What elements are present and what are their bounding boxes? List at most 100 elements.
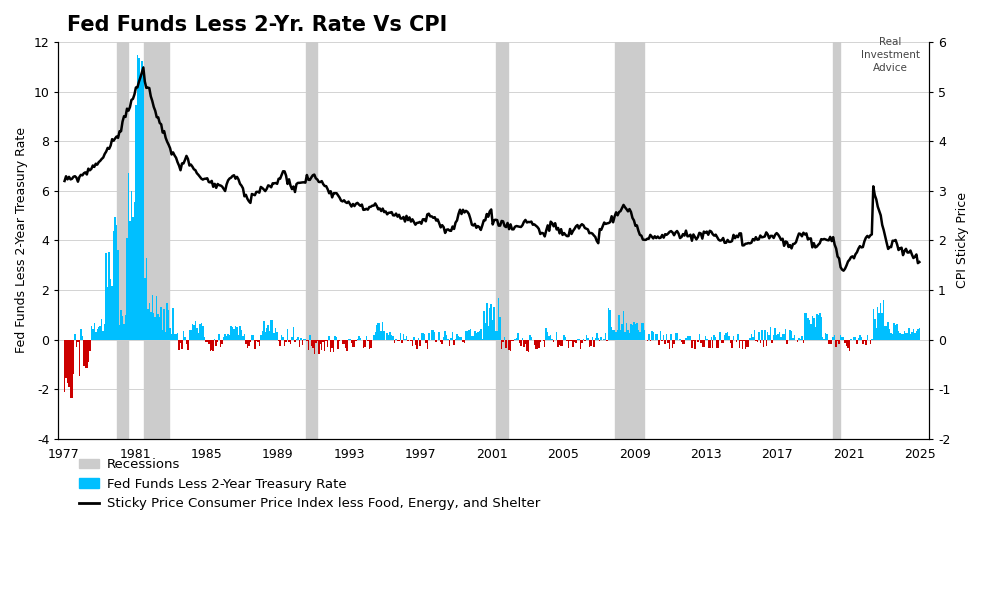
Bar bbox=[250, 340, 251, 342]
Bar bbox=[623, 311, 624, 340]
Bar bbox=[347, 339, 349, 340]
Bar bbox=[855, 337, 856, 340]
Text: Fed Funds Less 2-Yr. Rate Vs CPI: Fed Funds Less 2-Yr. Rate Vs CPI bbox=[67, 15, 448, 35]
Bar bbox=[523, 340, 524, 348]
Bar bbox=[742, 340, 743, 349]
Bar bbox=[244, 334, 245, 340]
Bar bbox=[712, 340, 713, 348]
Bar bbox=[812, 316, 813, 340]
Bar bbox=[312, 340, 314, 348]
Bar bbox=[792, 338, 794, 340]
Bar bbox=[317, 340, 318, 341]
Bar bbox=[736, 340, 737, 342]
Bar bbox=[487, 325, 489, 340]
Bar bbox=[705, 336, 707, 340]
Bar bbox=[405, 336, 407, 340]
Bar bbox=[96, 329, 98, 340]
Bar bbox=[274, 333, 275, 340]
Bar bbox=[462, 340, 463, 342]
Bar bbox=[80, 328, 82, 340]
Bar bbox=[673, 340, 675, 344]
Bar bbox=[847, 340, 849, 348]
Bar bbox=[190, 330, 192, 340]
Bar bbox=[215, 340, 216, 346]
Bar bbox=[594, 338, 596, 340]
Bar bbox=[247, 340, 248, 348]
Bar bbox=[153, 313, 154, 340]
Bar bbox=[836, 340, 838, 341]
Bar bbox=[449, 340, 451, 346]
Bar bbox=[526, 340, 527, 351]
Bar bbox=[315, 340, 317, 343]
Bar bbox=[472, 336, 474, 340]
Bar bbox=[461, 336, 462, 340]
Bar bbox=[682, 340, 684, 344]
Bar bbox=[538, 340, 539, 348]
Bar bbox=[382, 322, 384, 340]
Bar bbox=[443, 337, 445, 340]
Bar bbox=[434, 332, 436, 340]
Bar bbox=[530, 338, 532, 340]
Bar bbox=[846, 340, 847, 346]
Bar bbox=[88, 340, 90, 362]
Bar bbox=[178, 340, 180, 350]
Bar bbox=[562, 340, 563, 346]
Bar bbox=[293, 327, 294, 340]
Bar bbox=[771, 340, 773, 343]
Bar bbox=[913, 329, 914, 340]
Bar bbox=[256, 340, 257, 341]
Bar bbox=[366, 336, 367, 340]
Bar bbox=[478, 331, 480, 340]
Bar bbox=[376, 325, 378, 340]
Bar bbox=[618, 315, 620, 340]
Bar bbox=[87, 340, 88, 368]
Bar bbox=[280, 335, 282, 340]
Bar bbox=[807, 317, 809, 340]
Bar bbox=[580, 340, 582, 349]
Bar bbox=[311, 340, 312, 346]
Bar bbox=[126, 238, 128, 340]
Bar bbox=[655, 334, 657, 340]
Bar bbox=[216, 340, 218, 342]
Bar bbox=[323, 340, 324, 341]
Bar bbox=[370, 340, 372, 348]
Bar bbox=[819, 313, 821, 340]
Bar bbox=[326, 340, 327, 341]
Bar bbox=[599, 340, 600, 341]
Bar bbox=[289, 340, 291, 344]
Bar bbox=[710, 337, 712, 340]
Bar bbox=[397, 340, 399, 341]
Bar bbox=[672, 340, 673, 348]
Bar bbox=[492, 320, 493, 340]
Bar bbox=[633, 322, 635, 340]
Bar bbox=[229, 335, 230, 340]
Bar bbox=[864, 340, 865, 341]
Bar bbox=[630, 324, 632, 340]
Bar bbox=[180, 340, 181, 343]
Bar bbox=[664, 340, 666, 344]
Bar bbox=[827, 334, 828, 340]
Bar bbox=[260, 335, 262, 340]
Bar bbox=[798, 338, 800, 340]
Bar bbox=[266, 328, 268, 340]
Bar bbox=[590, 340, 591, 346]
Bar bbox=[420, 333, 422, 340]
Bar bbox=[263, 321, 265, 340]
Bar bbox=[68, 340, 70, 387]
Bar bbox=[177, 333, 178, 340]
Bar bbox=[213, 340, 214, 351]
Bar bbox=[394, 340, 396, 343]
Bar bbox=[733, 336, 734, 340]
Bar bbox=[64, 340, 65, 392]
Bar bbox=[758, 332, 760, 340]
Bar bbox=[433, 330, 434, 340]
Bar bbox=[330, 340, 332, 352]
Bar bbox=[893, 324, 894, 340]
Bar bbox=[285, 340, 286, 341]
Bar bbox=[445, 331, 446, 340]
Bar bbox=[873, 309, 874, 340]
Bar bbox=[676, 333, 678, 340]
Bar bbox=[779, 333, 780, 340]
Bar bbox=[297, 337, 299, 340]
Bar bbox=[563, 335, 565, 340]
